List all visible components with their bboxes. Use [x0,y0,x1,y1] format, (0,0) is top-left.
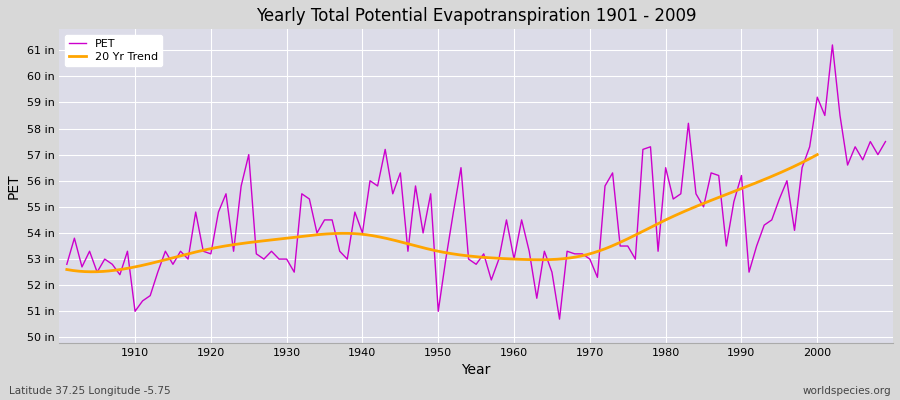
20 Yr Trend [678,210,688,214]
Text: worldspecies.org: worldspecies.org [803,386,891,396]
X-axis label: Year: Year [462,363,490,377]
Title: Yearly Total Potential Evapotranspiration 1901 - 2009: Yearly Total Potential Evapotranspiratio… [256,7,697,25]
Legend: PET, 20 Yr Trend: PET, 20 Yr Trend [65,35,162,66]
Line: 20 Yr Trend: 20 Yr Trend [67,155,817,272]
PET [122,249,133,254]
PET [880,139,891,144]
20 Yr Trend [419,246,430,250]
Line: PET: PET [67,45,886,319]
PET [61,262,72,267]
PET [827,42,838,47]
PET [289,270,300,274]
20 Yr Trend [812,152,823,157]
PET [508,257,519,262]
20 Yr Trend [87,269,98,274]
20 Yr Trend [509,257,520,262]
Text: Latitude 37.25 Longitude -5.75: Latitude 37.25 Longitude -5.75 [9,386,171,396]
20 Yr Trend [61,267,72,272]
20 Yr Trend [796,161,806,166]
PET [554,317,565,322]
PET [334,249,345,254]
20 Yr Trend [469,254,480,259]
PET [501,218,512,222]
20 Yr Trend [424,247,435,252]
Y-axis label: PET: PET [7,173,21,199]
PET [608,170,618,175]
